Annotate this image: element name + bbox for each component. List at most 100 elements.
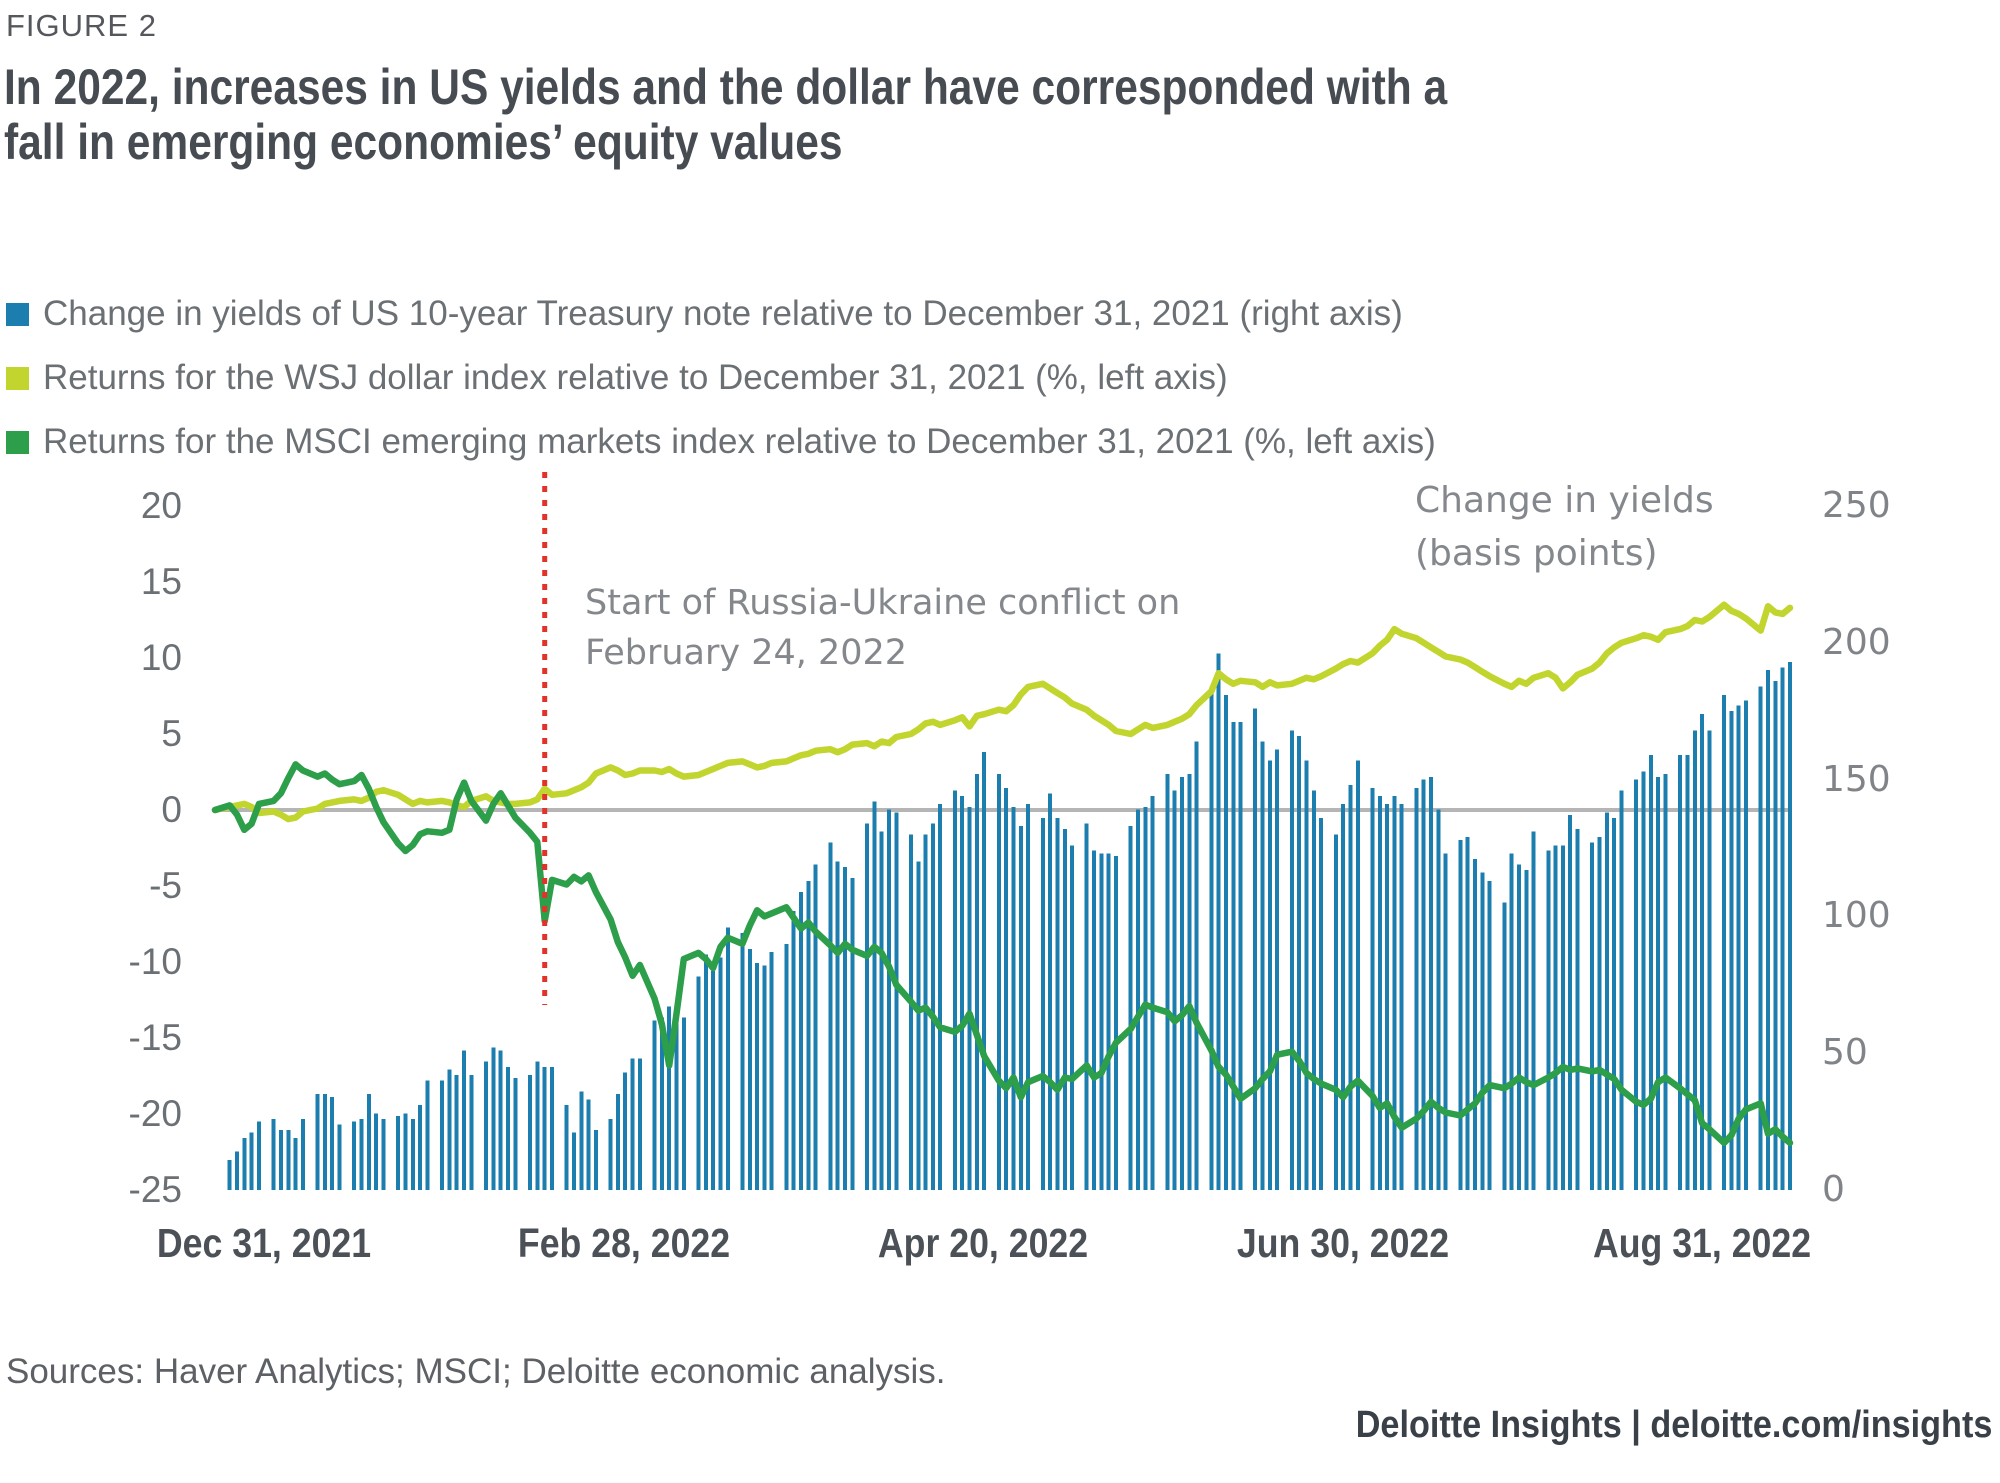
x-axis-label: Aug 31, 2022 [1592,1220,1812,1266]
yield-bar [330,1097,335,1190]
yield-bar [278,1129,283,1190]
yield-bar [1216,653,1221,1190]
yield-bar [396,1116,401,1190]
yield-bar [1018,826,1023,1190]
yield-bar [1333,834,1338,1190]
yield-bar [418,1105,423,1190]
yield-bar [1766,670,1770,1190]
yield-bar [440,1080,445,1190]
yield-bar [1480,872,1485,1190]
yield-bar [1165,774,1170,1190]
legend-swatch-blue [6,302,29,326]
yield-bar [974,774,979,1190]
yield-bar [967,807,972,1190]
yield-bar [1399,804,1404,1190]
yield-bar [1106,853,1111,1190]
yield-bar [1758,686,1763,1190]
yield-bar [938,804,943,1190]
legend-label-treasury-yields: Change in yields of US 10-year Treasury … [43,294,1403,333]
yield-bar [1070,845,1075,1190]
yield-bar [491,1047,496,1190]
yield-bar [850,878,855,1190]
yield-bar [1707,730,1712,1190]
yield-bar [1604,812,1609,1190]
sources-note: Sources: Haver Analytics; MSCI; Deloitte… [6,1352,946,1391]
yield-bar [381,1118,386,1190]
yield-bar [1443,853,1448,1190]
yield-bar [637,1058,642,1190]
yield-bar [1560,845,1565,1190]
yield-bar [1150,796,1155,1190]
yield-bar [1319,817,1324,1190]
yield-bar [996,774,1001,1190]
yield-bar [1297,735,1302,1190]
yield-bar [1136,809,1140,1190]
yield-bar [681,1017,686,1190]
x-axis-label: Dec 31, 2021 [156,1220,372,1266]
yield-bar [1004,787,1009,1190]
left-axis-tick: 5 [161,713,182,754]
yield-bar [1260,741,1265,1190]
yield-bar [1355,760,1360,1190]
left-axis-tick: -20 [128,1093,182,1134]
yield-bar [740,932,745,1190]
yield-bar [1619,790,1624,1190]
yield-bar [835,861,840,1190]
right-axis-title-line2: (basis points) [1415,533,1658,574]
yield-bar [1788,662,1792,1190]
x-axis-label: Jun 30, 2022 [1236,1220,1449,1266]
x-axis-label: Apr 20, 2022 [877,1220,1089,1266]
event-annotation-line1: Start of Russia-Ukraine conflict on [585,583,1181,623]
x-axis-label: Feb 28, 2022 [517,1220,730,1266]
yield-bar [447,1069,452,1190]
yield-bar [1114,856,1118,1190]
yield-bar [865,823,869,1190]
yield-bar [359,1118,364,1190]
yield-bar [1341,804,1346,1190]
yield-bar [1458,839,1463,1190]
yield-bar [755,962,760,1190]
yield-bar [1429,776,1433,1190]
yield-bar [769,952,774,1190]
figure-label: FIGURE 2 [6,8,157,43]
yield-bar [615,1094,620,1190]
yield-bar [1377,796,1382,1190]
yield-bar [718,957,723,1190]
yield-bar [791,910,796,1190]
yield-bar [528,1075,532,1190]
yield-bar [960,796,965,1190]
yield-bar [425,1080,430,1190]
left-axis-tick: -25 [128,1169,182,1210]
yield-bar [952,790,957,1190]
yield-bar [513,1077,518,1190]
yield-bar [337,1124,342,1190]
yield-bar [1231,722,1236,1190]
yield-bar [887,809,891,1190]
yield-bar [1275,749,1280,1190]
yield-bar [1531,831,1536,1190]
yield-bar [1311,790,1316,1190]
yield-bar [1267,760,1272,1190]
page-title-line2: fall in emerging economies’ equity value… [4,114,843,170]
yield-bar [1524,869,1529,1190]
yield-bar [806,880,811,1190]
legend-item-treasury-yields: Change in yields of US 10-year Treasury … [6,282,1436,346]
yield-bar [930,823,935,1190]
yield-bar [1253,708,1258,1190]
yield-bar [879,831,884,1190]
yield-bar [286,1129,291,1190]
yield-bar [484,1061,488,1190]
yield-bar [659,1017,664,1190]
yield-bar [1048,793,1053,1190]
right-axis-title: Change in yields (basis points) [1415,474,1714,580]
yield-bar [1700,713,1705,1190]
right-axis-tick: 0 [1822,1169,1845,1210]
yield-bar [784,943,789,1190]
yield-bar [235,1151,239,1190]
legend-item-msci-em: Returns for the MSCI emerging markets in… [6,410,1436,474]
right-axis-tick: 200 [1822,621,1891,663]
yield-bar [257,1121,261,1190]
yield-bar [982,752,987,1190]
yield-bar [1194,741,1199,1190]
right-axis-tick: 50 [1822,1032,1868,1074]
